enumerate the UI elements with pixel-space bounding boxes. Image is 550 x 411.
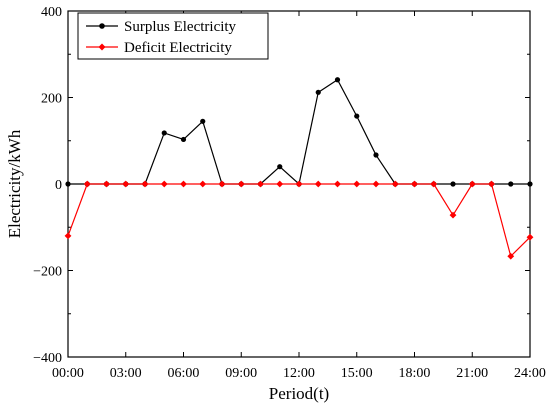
data-point-deficit xyxy=(334,180,341,188)
series-line-surplus xyxy=(68,78,530,186)
legend-label-deficit: Deficit Electricity xyxy=(124,40,232,56)
data-point-deficit xyxy=(141,180,149,188)
data-point-deficit xyxy=(180,180,187,188)
x-tick-label: 12:00 xyxy=(283,366,315,381)
x-tick-label: 15:00 xyxy=(341,366,373,381)
x-tick-label: 24:00 xyxy=(514,366,546,381)
data-point-deficit xyxy=(83,180,91,188)
legend-marker-surplus xyxy=(99,23,105,29)
data-point-deficit xyxy=(391,180,399,188)
data-point-deficit xyxy=(488,180,495,188)
x-tick-label: 18:00 xyxy=(399,366,431,381)
y-axis-title: Electricity/kWh xyxy=(5,129,24,238)
data-point-deficit xyxy=(276,180,284,188)
data-point-deficit xyxy=(526,233,534,241)
y-tick-label: 0 xyxy=(55,178,62,193)
series-layer xyxy=(64,77,534,260)
data-point-surplus xyxy=(354,113,360,119)
x-tick-label: 03:00 xyxy=(110,366,142,381)
data-point-surplus xyxy=(450,181,456,187)
data-point-surplus xyxy=(315,89,321,95)
x-tick-label: 00:00 xyxy=(52,366,84,381)
y-tick-label: −400 xyxy=(33,351,62,366)
data-point-deficit xyxy=(430,180,438,188)
data-point-deficit xyxy=(314,180,322,188)
data-point-deficit xyxy=(372,180,380,188)
data-point-deficit xyxy=(257,180,264,188)
y-tick-label: −200 xyxy=(33,265,62,280)
legend: Surplus Electricity Deficit Electricity xyxy=(77,12,269,60)
x-tick-label: 06:00 xyxy=(168,366,200,381)
data-point-deficit xyxy=(468,180,476,188)
legend-item-deficit: Deficit Electricity xyxy=(86,40,232,56)
data-point-deficit xyxy=(160,180,168,188)
legend-item-surplus: Surplus Electricity xyxy=(86,19,237,35)
x-axis: 00:00 03:00 06:00 09:00 12:00 15:00 18:00 21:00… xyxy=(52,11,546,381)
data-point-deficit xyxy=(507,252,515,260)
data-point-surplus xyxy=(527,181,533,187)
series-line-deficit xyxy=(67,183,531,258)
data-point-deficit xyxy=(103,180,110,188)
legend-label-surplus: Surplus Electricity xyxy=(124,19,237,35)
data-point-deficit xyxy=(64,232,72,240)
data-point-surplus xyxy=(277,164,283,170)
x-axis-title: Period(t) xyxy=(269,384,329,403)
data-point-surplus xyxy=(180,136,187,143)
data-point-deficit xyxy=(237,180,245,188)
x-tick-label: 09:00 xyxy=(225,366,257,381)
x-tick-label: 21:00 xyxy=(456,366,488,381)
data-point-surplus xyxy=(508,181,514,187)
data-point-surplus xyxy=(65,181,71,187)
data-point-surplus xyxy=(334,77,341,83)
data-point-surplus xyxy=(373,152,379,158)
y-axis: 400 200 0 −200 −400 xyxy=(33,5,530,366)
data-point-deficit xyxy=(199,180,207,188)
y-tick-label: 400 xyxy=(41,5,62,20)
data-point-deficit xyxy=(449,211,457,219)
data-point-deficit xyxy=(353,180,361,188)
data-point-deficit xyxy=(295,180,303,188)
data-point-deficit xyxy=(122,180,130,188)
data-point-deficit xyxy=(218,180,226,188)
data-point-surplus xyxy=(161,130,167,136)
legend-box xyxy=(77,12,269,60)
legend-marker-deficit xyxy=(98,43,106,51)
y-tick-label: 200 xyxy=(41,92,62,107)
data-point-surplus xyxy=(200,118,206,124)
data-point-deficit xyxy=(411,180,418,188)
